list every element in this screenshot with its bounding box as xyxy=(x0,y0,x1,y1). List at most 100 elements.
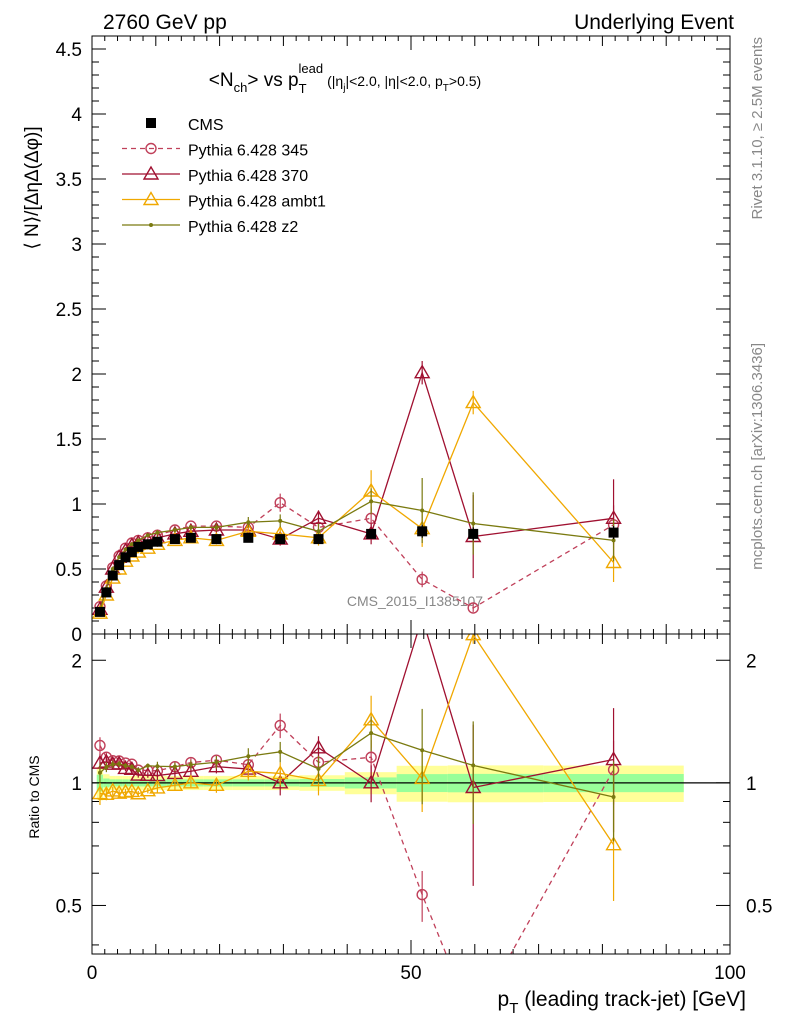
title-cuts-end: >0.5) xyxy=(449,73,481,89)
point-pythia-6-428-370 xyxy=(310,509,327,524)
title-a: <N xyxy=(209,70,234,91)
title-cuts-sub: j xyxy=(342,83,345,94)
y-tick-label: 0.5 xyxy=(56,560,82,581)
point-cms xyxy=(417,526,428,537)
point-pythia-6-428-z2 xyxy=(117,555,122,560)
legend-label-pythia-6-428-ambt1: Pythia 6.428 ambt1 xyxy=(188,194,326,211)
legend-entry-pythia-6-428-345: Pythia 6.428 345 xyxy=(122,143,308,160)
ratio-point-pythia-6-428-z2 xyxy=(214,760,219,765)
ratio-point-pythia-6-428-345 xyxy=(416,888,428,901)
ratio-point-pythia-6-428-345 xyxy=(365,751,377,763)
ratio-tick-label: 2 xyxy=(71,651,82,672)
x-axis-label-main: p xyxy=(498,988,510,1011)
ratio-point-pythia-6-428-z2 xyxy=(104,765,109,770)
ratio-point-pythia-6-428-370 xyxy=(415,611,429,623)
ratio-point-pythia-6-428-370 xyxy=(208,758,225,773)
point-cms xyxy=(152,536,163,547)
point-cms xyxy=(126,547,137,558)
chart-title: <Nch> vs pTlead(|ηj|<2.0, |η|<2.0, pT>0.… xyxy=(209,61,481,96)
ratio-point-pythia-6-428-z2 xyxy=(188,762,193,767)
point-cms xyxy=(169,534,180,545)
analysis-watermark: CMS_2015_I1385107 xyxy=(347,593,483,609)
ratio-point-pythia-6-428-z2 xyxy=(155,764,160,769)
series-line-pythia-6-428-370 xyxy=(99,370,614,610)
legend-marker-pythia-6-428-ambt1 xyxy=(142,191,160,206)
ratio-point-pythia-6-428-370 xyxy=(139,766,157,782)
point-cms xyxy=(101,587,112,598)
legend-label-pythia-6-428-345: Pythia 6.428 345 xyxy=(188,143,308,160)
ratio-tick-label: 0.5 xyxy=(56,896,82,917)
ratio-tick-label-right: 2 xyxy=(746,651,757,672)
point-cms xyxy=(211,534,222,545)
point-pythia-6-428-z2 xyxy=(136,538,141,543)
header-right: Underlying Event xyxy=(574,11,734,34)
x-tick-label: 0 xyxy=(87,963,98,984)
point-cms xyxy=(185,532,196,543)
legend-entry-pythia-6-428-370: Pythia 6.428 370 xyxy=(122,165,308,185)
main-panel-series xyxy=(92,361,622,619)
ratio-point-pythia-6-428-ambt1 xyxy=(310,772,327,787)
ratio-point-pythia-6-428-z2 xyxy=(471,763,476,768)
ratio-point-pythia-6-428-z2 xyxy=(611,795,616,800)
ratio-point-pythia-6-428-370 xyxy=(362,774,380,789)
ratio-point-pythia-6-428-370 xyxy=(310,739,327,754)
legend-label-pythia-6-428-370: Pythia 6.428 370 xyxy=(188,168,308,185)
point-cms xyxy=(275,534,286,545)
x-axis-label: pT (leading track-jet) [GeV] xyxy=(498,988,746,1017)
point-pythia-6-428-z2 xyxy=(110,567,115,571)
point-cms xyxy=(120,552,131,563)
point-pythia-6-428-z2 xyxy=(188,525,193,530)
ratio-point-pythia-6-428-z2 xyxy=(145,763,150,768)
point-cms xyxy=(366,528,377,539)
ratio-tick-label-right: 0.5 xyxy=(746,896,772,917)
y-tick-label: 4.5 xyxy=(56,40,82,61)
legend-marker-pythia-6-428-z2 xyxy=(149,223,153,227)
ratio-line-pythia-6-428-ambt1 xyxy=(99,634,615,846)
point-pythia-6-428-z2 xyxy=(172,528,177,532)
ratio-point-pythia-6-428-z2 xyxy=(97,770,102,775)
title-b-sup: lead xyxy=(299,61,324,76)
ratio-point-pythia-6-428-ambt1 xyxy=(182,774,200,789)
ratio-point-pythia-6-428-z2 xyxy=(172,764,177,769)
legend-entry-cms: CMS xyxy=(146,117,224,134)
ratio-point-pythia-6-428-370 xyxy=(271,774,289,789)
ratio-point-pythia-6-428-ambt1 xyxy=(110,784,128,799)
ratio-point-pythia-6-428-370 xyxy=(130,766,147,781)
ratio-point-pythia-6-428-ambt1 xyxy=(149,779,166,794)
point-pythia-6-428-z2 xyxy=(471,521,476,526)
ratio-point-pythia-6-428-345 xyxy=(94,739,106,752)
legend-label-pythia-6-428-z2: Pythia 6.428 z2 xyxy=(188,219,298,236)
ratio-tick-label-right: 1 xyxy=(746,774,757,795)
point-cms xyxy=(133,541,144,552)
ratio-point-pythia-6-428-z2 xyxy=(369,731,374,736)
point-pythia-6-428-345 xyxy=(416,573,428,586)
ratio-tick-label: 1 xyxy=(71,774,82,795)
legend-marker-pythia-6-428-345 xyxy=(145,142,157,155)
ratio-point-pythia-6-428-ambt1 xyxy=(271,765,289,780)
point-cms xyxy=(107,570,118,581)
x-axis-label-rest: (leading track-jet) [GeV] xyxy=(518,988,746,1011)
point-cms xyxy=(608,527,619,538)
title-cuts-sub2: T xyxy=(443,83,449,94)
point-pythia-6-428-ambt1 xyxy=(605,554,622,569)
ratio-point-pythia-6-428-z2 xyxy=(316,766,321,771)
point-pythia-6-428-z2 xyxy=(155,530,160,535)
title-cuts: (|η xyxy=(327,73,343,89)
title-a-sub: ch xyxy=(234,80,248,95)
mcplots-label: mcplots.cern.ch [arXiv:1306.3436] xyxy=(749,343,766,570)
ratio-point-pythia-6-428-z2 xyxy=(129,764,134,769)
y-axis-label: ⟨ N⟩/[ΔηΔ(Δφ)] xyxy=(22,126,43,249)
point-pythia-6-428-z2 xyxy=(369,499,374,504)
ratio-axis-label: Ratio to CMS xyxy=(26,755,42,838)
ratio-point-pythia-6-428-ambt1 xyxy=(605,836,622,851)
point-pythia-6-428-z2 xyxy=(129,542,134,547)
legend: CMS Pythia 6.428 345 Pythia 6.428 370 Pythi… xyxy=(122,117,326,236)
legend-label-cms: CMS xyxy=(188,117,224,134)
legend-entry-pythia-6-428-ambt1: Pythia 6.428 ambt1 xyxy=(122,191,326,211)
axis-ticks xyxy=(91,35,731,954)
ratio-point-pythia-6-428-ambt1 xyxy=(139,782,157,797)
ratio-point-pythia-6-428-z2 xyxy=(110,762,115,767)
y-tick-label: 1 xyxy=(71,495,82,516)
legend-entry-pythia-6-428-z2: Pythia 6.428 z2 xyxy=(122,219,298,236)
